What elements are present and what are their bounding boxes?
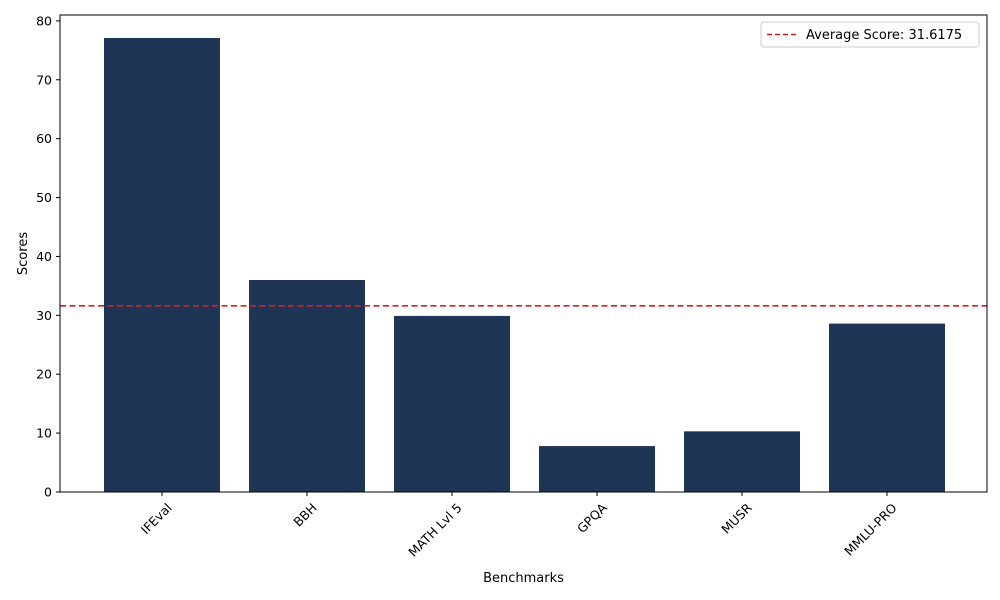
bars-group bbox=[104, 37, 945, 492]
bar-math-lvl-5 bbox=[394, 315, 510, 492]
x-axis-ticks: IFEval BBH MATH Lvl 5 GPQA MUSR MMLU-PRO bbox=[138, 492, 900, 560]
y-tick-label: 80 bbox=[36, 13, 52, 28]
x-tick-label: MATH Lvl 5 bbox=[405, 500, 464, 559]
y-tick-label: 60 bbox=[36, 131, 52, 146]
bar-bbh bbox=[249, 280, 365, 492]
y-axis-title: Scores bbox=[16, 232, 31, 275]
bar-ifeval bbox=[104, 37, 220, 492]
y-axis-ticks: 0 10 20 30 40 50 60 70 80 bbox=[36, 13, 60, 500]
legend-box bbox=[760, 21, 980, 48]
x-tick-label: GPQA bbox=[574, 500, 610, 536]
y-tick-label: 50 bbox=[36, 190, 52, 205]
x-tick-label: MMLU-PRO bbox=[841, 500, 900, 559]
y-tick-label: 40 bbox=[36, 249, 52, 264]
legend: Average Score: 31.6175 bbox=[760, 21, 980, 48]
x-tick-label: IFEval bbox=[138, 500, 175, 537]
y-tick-label: 20 bbox=[36, 367, 52, 382]
bar-gpqa bbox=[539, 446, 655, 492]
x-tick-label: BBH bbox=[290, 500, 319, 529]
bar-mmlu-pro bbox=[829, 323, 945, 492]
plot-frame bbox=[59, 14, 988, 493]
x-tick-label: MUSR bbox=[718, 500, 755, 537]
legend-average-label: Average Score: 31.6175 bbox=[806, 28, 962, 43]
y-tick-label: 30 bbox=[36, 308, 52, 323]
bar-musr bbox=[684, 431, 800, 492]
y-tick-label: 70 bbox=[36, 72, 52, 87]
y-tick-label: 0 bbox=[44, 485, 52, 500]
x-axis-title: Benchmarks bbox=[483, 571, 564, 586]
y-tick-label: 10 bbox=[36, 426, 52, 441]
